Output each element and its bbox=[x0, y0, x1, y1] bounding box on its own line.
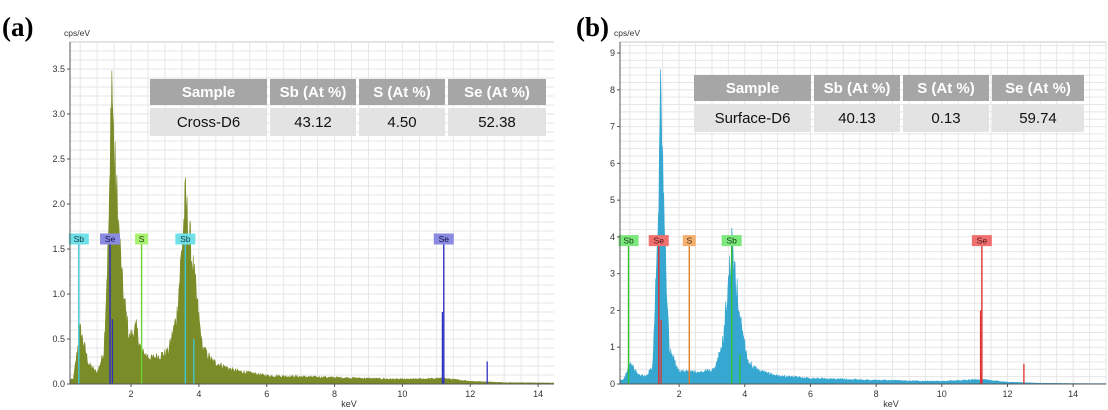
table-header-se: Se (At %) bbox=[992, 75, 1084, 101]
y-tick-label: 1 bbox=[610, 342, 615, 352]
x-tick-label: 14 bbox=[533, 389, 543, 399]
spectrum-area bbox=[69, 70, 554, 385]
x-tick-label: 14 bbox=[1068, 389, 1078, 399]
composition-table-b: Sample Sb (At %) S (At %) Se (At %) Surf… bbox=[691, 72, 1087, 135]
table-cell-s: 0.13 bbox=[903, 104, 989, 132]
table-row: Cross-D6 43.12 4.50 52.38 bbox=[150, 108, 546, 136]
element-label-se: Se bbox=[654, 236, 665, 246]
element-label-se: Se bbox=[439, 234, 450, 244]
x-tick-label: 6 bbox=[808, 389, 813, 399]
panel-label-a: (a) bbox=[2, 12, 34, 42]
table-cell-sb: 40.13 bbox=[814, 104, 900, 132]
element-label-sb: Sb bbox=[74, 234, 85, 244]
y-tick-label: 0 bbox=[610, 379, 615, 389]
x-tick-label: 6 bbox=[264, 389, 269, 399]
element-label-box bbox=[100, 233, 121, 245]
table-cell-se: 59.74 bbox=[992, 104, 1084, 132]
eds-panel-b: (b) Sb Se S Sb Se 2 4 6 8 10 12 14 0 1 2 3 4 5 6 7 8 9 cps/eV k… bbox=[554, 0, 1108, 410]
y-axis-label: cps/eV bbox=[64, 28, 90, 38]
element-label-box bbox=[175, 233, 196, 245]
table-cell-s: 4.50 bbox=[359, 108, 445, 136]
eds-spectrum-chart-a: Sb Se S Sb Se 2 4 6 8 10 12 14 0.0 0.5 1.0 1.5 2.0 2.5 3.0… bbox=[52, 28, 554, 409]
y-tick-label: 0.5 bbox=[52, 334, 65, 344]
table-header-sample: Sample bbox=[694, 75, 811, 101]
table-header-s: S (At %) bbox=[359, 79, 445, 105]
element-label-se: Se bbox=[105, 234, 116, 244]
x-tick-label: 8 bbox=[874, 389, 879, 399]
x-tick-label: 2 bbox=[129, 389, 134, 399]
y-tick-label: 0.0 bbox=[52, 379, 65, 389]
x-tick-label: 10 bbox=[937, 389, 947, 399]
element-label-box bbox=[971, 235, 992, 247]
y-tick-label: 3.5 bbox=[52, 64, 65, 74]
table-cell-sample: Cross-D6 bbox=[150, 108, 267, 136]
table-header-se: Se (At %) bbox=[448, 79, 546, 105]
x-tick-label: 8 bbox=[332, 389, 337, 399]
x-axis-label: keV bbox=[341, 399, 357, 409]
composition-table-a: Sample Sb (At %) S (At %) Se (At %) Cros… bbox=[147, 76, 549, 139]
y-tick-label: 1.5 bbox=[52, 244, 65, 254]
x-tick-label: 12 bbox=[1002, 389, 1012, 399]
element-label-box bbox=[135, 233, 149, 245]
element-label-box bbox=[648, 235, 669, 247]
element-label-box bbox=[618, 235, 639, 247]
x-axis-label: keV bbox=[883, 399, 899, 409]
y-axis-label: cps/eV bbox=[614, 28, 640, 38]
element-label-sb: Sb bbox=[726, 236, 737, 246]
y-tick-label: 6 bbox=[610, 158, 615, 168]
y-tick-label: 9 bbox=[610, 48, 615, 58]
y-tick-label: 2.5 bbox=[52, 154, 65, 164]
table-header-row: Sample Sb (At %) S (At %) Se (At %) bbox=[150, 79, 546, 105]
element-label-se: Se bbox=[977, 236, 988, 246]
table-header-sb: Sb (At %) bbox=[270, 79, 356, 105]
spectrum-area bbox=[619, 69, 1107, 385]
y-tick-label: 8 bbox=[610, 85, 615, 95]
table-cell-sample: Surface-D6 bbox=[694, 104, 811, 132]
y-tick-label: 2.0 bbox=[52, 199, 65, 209]
y-tick-label: 5 bbox=[610, 195, 615, 205]
eds-panel-a: (a) Sb Se S Sb Se 2 4 6 8 10 12 14 0.0 0.5 1.0 1.5 2.0 2.… bbox=[2, 12, 554, 409]
x-tick-label: 4 bbox=[742, 389, 747, 399]
y-tick-label: 7 bbox=[610, 122, 615, 132]
element-label-sb: Sb bbox=[180, 234, 191, 244]
x-tick-label: 12 bbox=[465, 389, 475, 399]
y-tick-label: 3.0 bbox=[52, 109, 65, 119]
table-cell-se: 52.38 bbox=[448, 108, 546, 136]
element-label-box bbox=[433, 233, 454, 245]
y-tick-label: 1.0 bbox=[52, 289, 65, 299]
table-header-sample: Sample bbox=[150, 79, 267, 105]
element-label-box bbox=[721, 235, 742, 247]
panel-label-b: (b) bbox=[576, 12, 609, 42]
element-label-s: S bbox=[686, 236, 692, 246]
table-cell-sb: 43.12 bbox=[270, 108, 356, 136]
y-tick-label: 2 bbox=[610, 305, 615, 315]
element-label-box bbox=[682, 235, 696, 247]
x-tick-label: 4 bbox=[196, 389, 201, 399]
element-label-sb: Sb bbox=[623, 236, 634, 246]
table-header-sb: Sb (At %) bbox=[814, 75, 900, 101]
x-tick-label: 2 bbox=[677, 389, 682, 399]
table-header-row: Sample Sb (At %) S (At %) Se (At %) bbox=[694, 75, 1084, 101]
table-header-s: S (At %) bbox=[903, 75, 989, 101]
y-tick-label: 4 bbox=[610, 232, 615, 242]
x-tick-label: 10 bbox=[397, 389, 407, 399]
element-label-box bbox=[68, 233, 89, 245]
element-label-s: S bbox=[139, 234, 145, 244]
y-tick-label: 3 bbox=[610, 269, 615, 279]
table-row: Surface-D6 40.13 0.13 59.74 bbox=[694, 104, 1084, 132]
